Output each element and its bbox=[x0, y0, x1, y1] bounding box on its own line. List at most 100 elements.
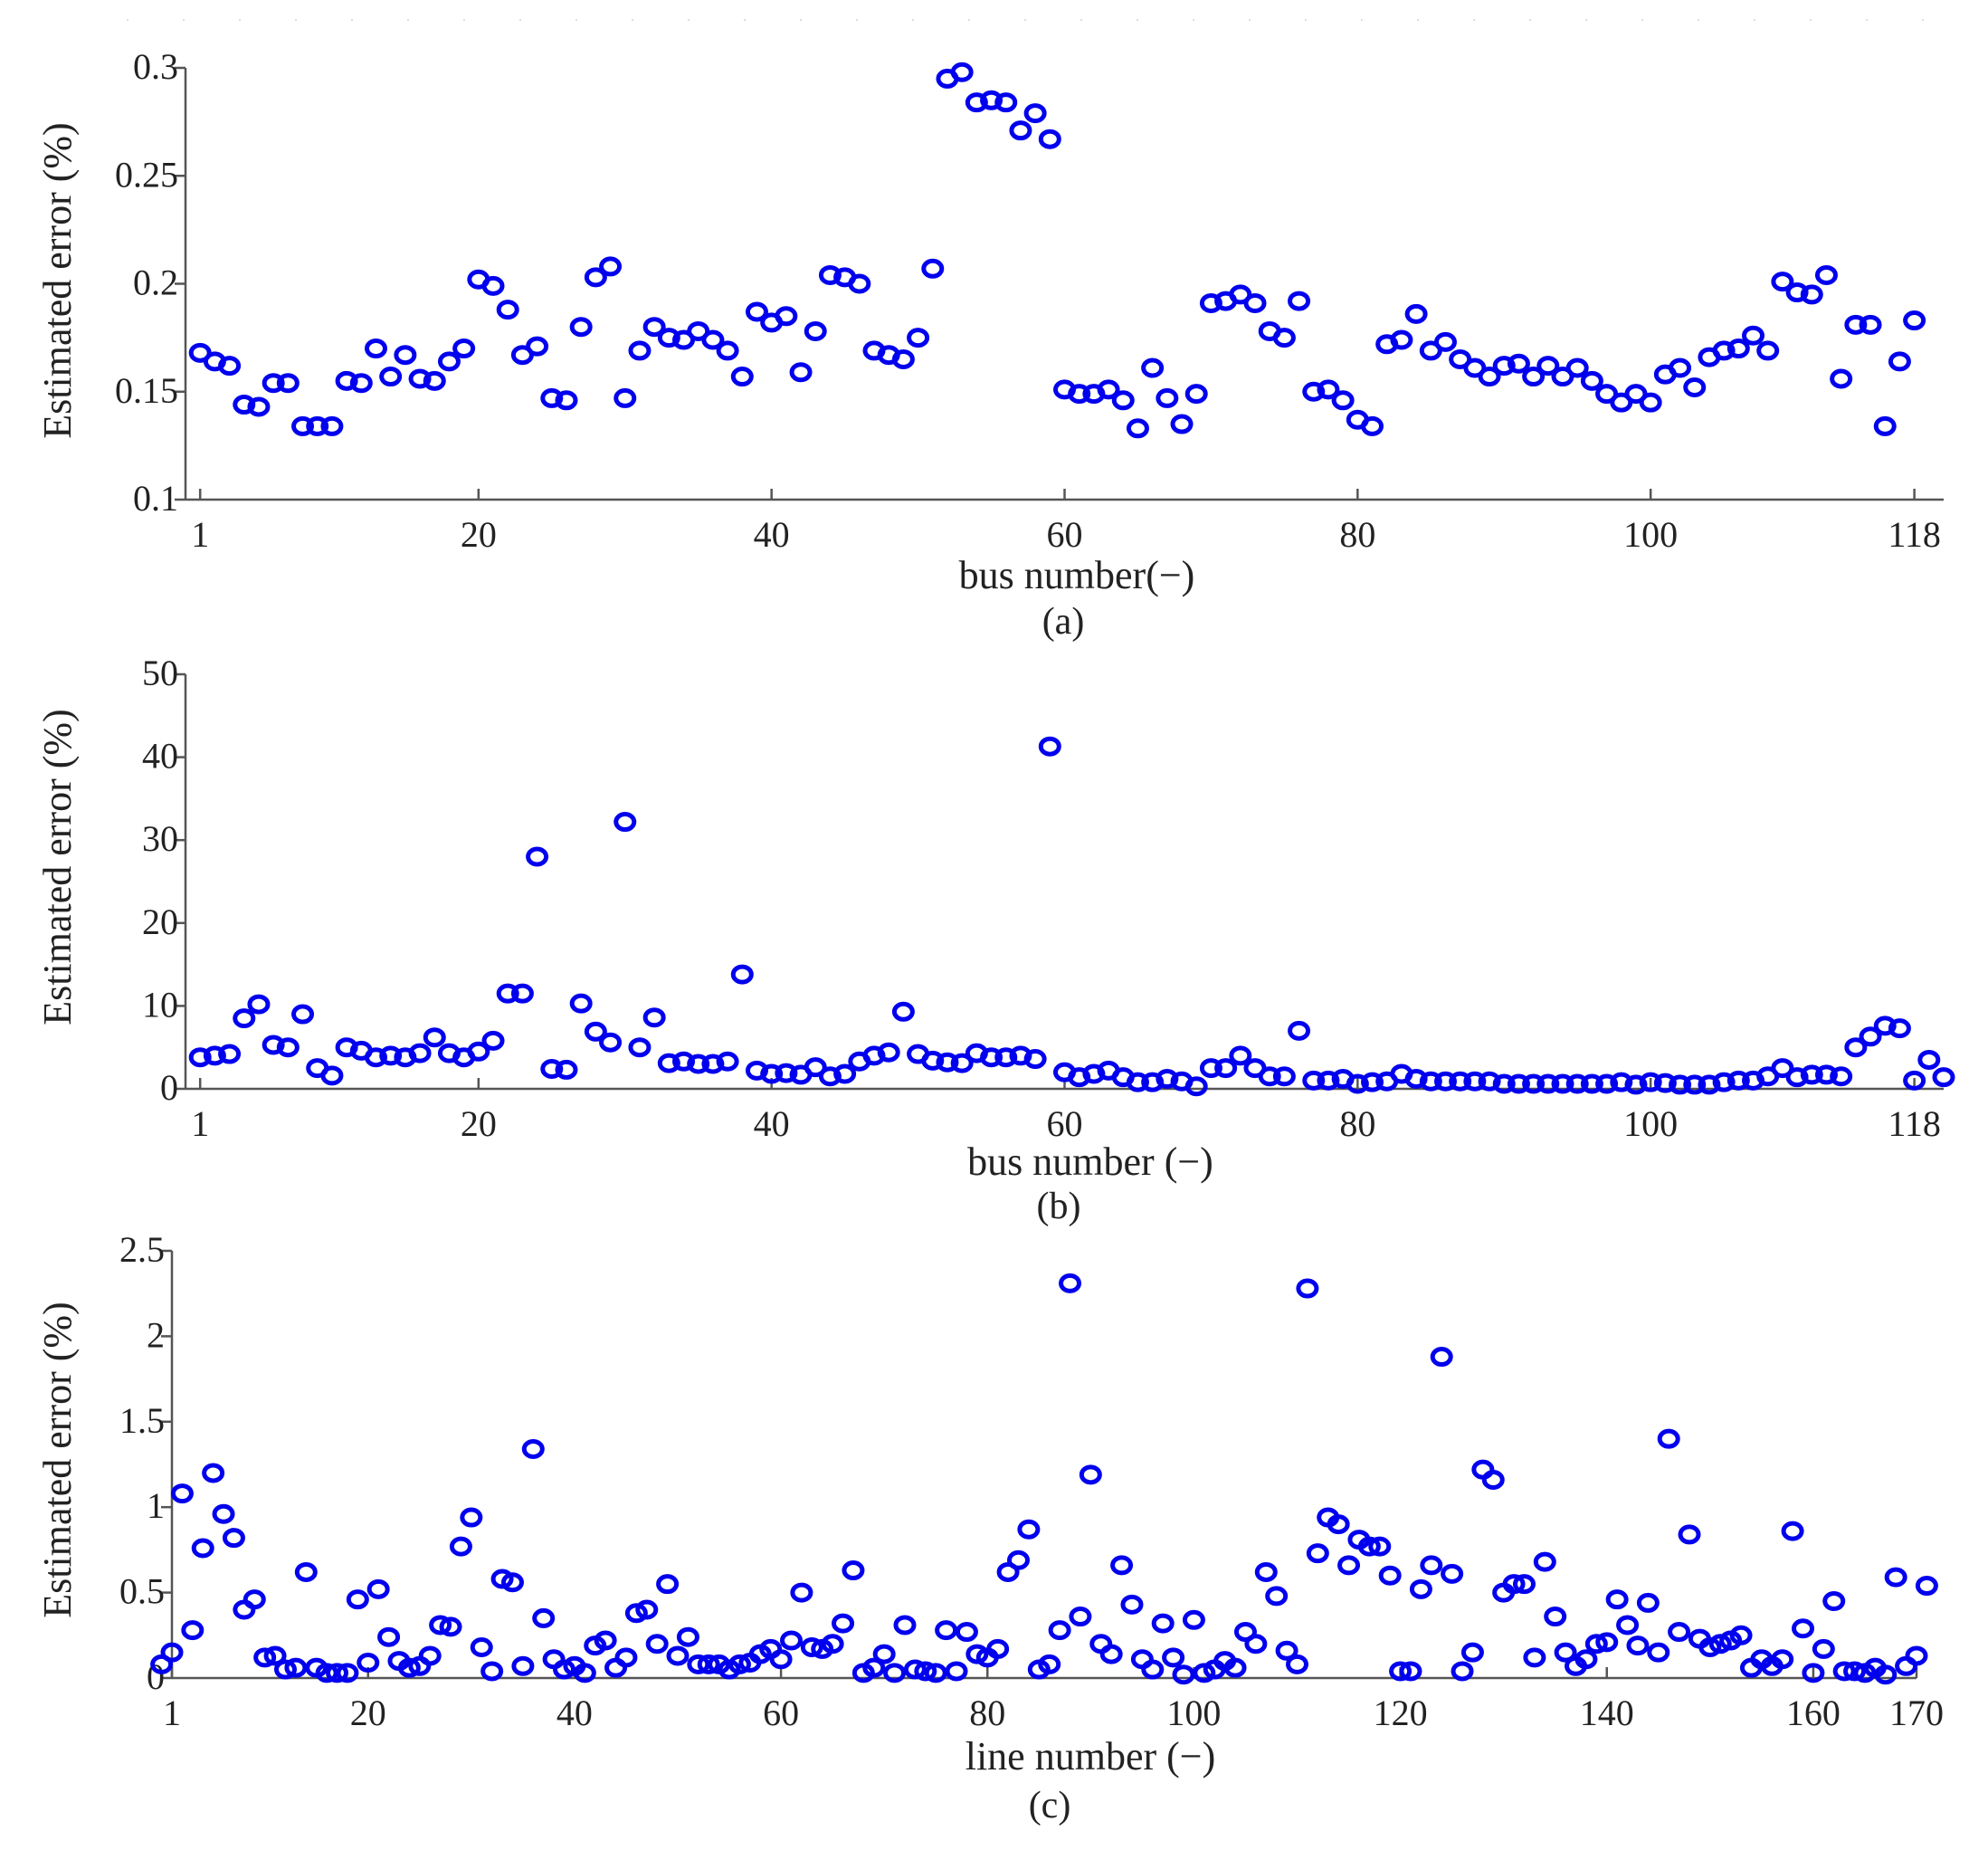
y-tick-label-b: 40 bbox=[142, 736, 178, 777]
data-point-c bbox=[315, 1663, 338, 1683]
data-point-b bbox=[291, 1004, 315, 1025]
x-tick-label-c: 20 bbox=[350, 1693, 386, 1733]
data-point-a bbox=[642, 317, 666, 338]
data-point-b bbox=[1038, 736, 1061, 757]
data-point-c bbox=[955, 1622, 978, 1643]
data-point-b bbox=[1595, 1073, 1619, 1094]
data-point-b bbox=[672, 1051, 696, 1072]
data-point-b bbox=[921, 1050, 945, 1071]
data-point-c bbox=[377, 1626, 401, 1647]
data-point-c bbox=[1451, 1661, 1474, 1682]
data-point-b bbox=[1712, 1072, 1736, 1092]
data-point-a bbox=[1111, 390, 1135, 411]
data-point-c bbox=[1244, 1634, 1268, 1655]
data-point-c bbox=[635, 1599, 659, 1620]
x-tick-label-a: 20 bbox=[461, 514, 497, 555]
data-point-c bbox=[181, 1620, 205, 1641]
data-point-a bbox=[1331, 390, 1355, 411]
data-point-b bbox=[188, 1047, 212, 1068]
data-point-a bbox=[218, 356, 242, 377]
y-tick-label-a: 0.25 bbox=[115, 154, 178, 195]
data-point-c bbox=[1337, 1555, 1361, 1576]
data-point-a bbox=[1170, 414, 1194, 434]
data-point-a bbox=[1433, 331, 1457, 352]
data-point-a bbox=[1184, 384, 1208, 405]
data-point-c bbox=[202, 1463, 225, 1483]
data-point-a bbox=[775, 306, 798, 327]
data-point-c bbox=[326, 1663, 349, 1683]
data-point-c bbox=[1698, 1637, 1722, 1658]
data-point-c bbox=[965, 1644, 989, 1664]
data-point-c bbox=[346, 1589, 369, 1610]
data-point-c bbox=[1884, 1567, 1907, 1588]
data-point-c bbox=[1141, 1659, 1165, 1680]
data-point-b bbox=[833, 1063, 857, 1084]
data-point-c bbox=[842, 1560, 865, 1581]
data-point-b bbox=[804, 1057, 827, 1078]
data-point-a bbox=[848, 273, 871, 294]
data-point-b bbox=[1771, 1058, 1794, 1079]
data-point-a bbox=[262, 373, 285, 394]
data-point-b bbox=[936, 1052, 959, 1073]
data-point-c bbox=[1781, 1521, 1804, 1541]
x-tick-label-c: 120 bbox=[1374, 1693, 1428, 1733]
data-point-a bbox=[1068, 384, 1091, 405]
data-point-a bbox=[526, 336, 549, 357]
data-point-c bbox=[821, 1634, 844, 1655]
data-point-a bbox=[950, 62, 974, 82]
data-point-c bbox=[1193, 1663, 1216, 1683]
x-tick-label-c: 160 bbox=[1786, 1693, 1841, 1733]
ylabel-a: Estimated error (%) bbox=[35, 122, 80, 438]
data-point-c bbox=[150, 1654, 174, 1674]
data-point-c bbox=[336, 1663, 359, 1683]
data-point-a bbox=[452, 339, 476, 359]
data-point-b bbox=[701, 1054, 725, 1074]
data-point-a bbox=[379, 367, 403, 387]
data-point-c bbox=[553, 1659, 576, 1680]
data-point-a bbox=[1814, 264, 1838, 285]
data-point-a bbox=[364, 339, 387, 359]
data-point-c bbox=[1306, 1543, 1329, 1564]
data-point-b bbox=[481, 1030, 505, 1051]
data-point-c bbox=[986, 1638, 1010, 1659]
xlabel-c: line number (−) bbox=[965, 1734, 1216, 1778]
data-point-a bbox=[1272, 328, 1296, 348]
data-point-c bbox=[862, 1657, 886, 1678]
x-tick-label-a: 60 bbox=[1047, 514, 1083, 555]
x-tick-label-c: 40 bbox=[556, 1693, 593, 1733]
data-point-a bbox=[1507, 353, 1530, 374]
data-point-c bbox=[511, 1655, 535, 1676]
data-point-c bbox=[645, 1634, 669, 1655]
data-point-c bbox=[243, 1589, 266, 1610]
data-point-c bbox=[924, 1663, 947, 1683]
data-point-b bbox=[1229, 1045, 1252, 1066]
data-point-b bbox=[1551, 1073, 1574, 1094]
data-point-c bbox=[170, 1483, 194, 1504]
data-point-c bbox=[1006, 1550, 1030, 1570]
y-tick-label-b: 20 bbox=[142, 901, 178, 942]
data-point-a bbox=[1478, 367, 1501, 387]
data-point-c bbox=[1182, 1609, 1205, 1630]
data-point-c bbox=[357, 1653, 380, 1674]
data-point-c bbox=[429, 1615, 452, 1635]
data-point-c bbox=[1502, 1574, 1526, 1595]
data-point-c bbox=[1099, 1644, 1123, 1664]
data-point-c bbox=[1771, 1649, 1794, 1670]
x-tick-label-a: 118 bbox=[1888, 514, 1941, 555]
data-point-b bbox=[642, 1007, 666, 1028]
data-point-a bbox=[745, 301, 768, 322]
y-tick-label-c: 0.5 bbox=[119, 1571, 165, 1612]
data-point-b bbox=[1361, 1072, 1384, 1092]
data-point-b bbox=[1565, 1073, 1589, 1094]
data-point-c bbox=[284, 1657, 308, 1678]
data-point-b bbox=[1669, 1074, 1692, 1095]
data-point-b bbox=[510, 983, 534, 1004]
data-point-a bbox=[1023, 103, 1047, 124]
data-point-c bbox=[449, 1536, 472, 1557]
data-point-b bbox=[1419, 1071, 1442, 1092]
data-point-c bbox=[697, 1654, 720, 1674]
data-point-a bbox=[1873, 415, 1897, 436]
data-point-c bbox=[470, 1637, 493, 1658]
data-point-b bbox=[364, 1047, 387, 1068]
data-point-c bbox=[1708, 1634, 1732, 1655]
